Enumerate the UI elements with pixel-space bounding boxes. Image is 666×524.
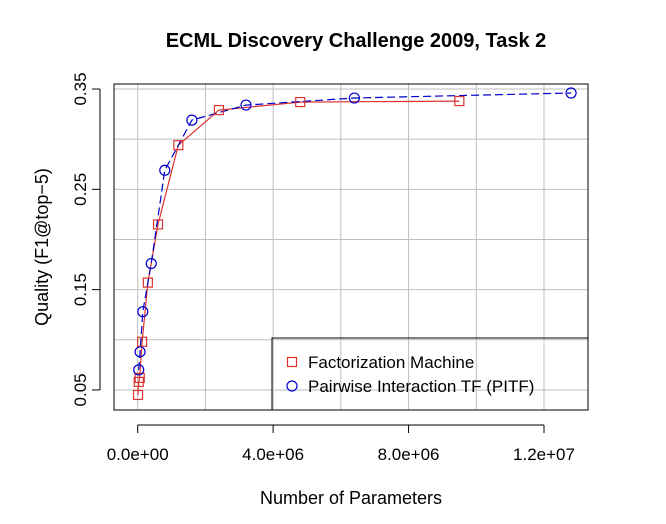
data-point-fm <box>132 389 144 401</box>
legend-marker-fm <box>286 356 298 368</box>
grid <box>114 84 588 410</box>
chart-title: ECML Discovery Challenge 2009, Task 2 <box>166 30 547 52</box>
legend-label-pitf: Pairwise Interaction TF (PITF) <box>308 377 534 396</box>
data-point-fm <box>137 336 148 347</box>
data-point-pitf <box>137 306 149 318</box>
data-point-fm <box>295 96 306 108</box>
data-point-pitf <box>159 164 171 176</box>
x-tick-label: 8.0e+06 <box>378 445 440 464</box>
x-axis-label: Number of Parameters <box>260 488 442 508</box>
x-tick-label: 4.0e+06 <box>242 445 304 464</box>
legend-label-fm: Factorization Machine <box>308 353 474 372</box>
data-point-pitf <box>348 92 360 104</box>
data-point-pitf <box>240 99 252 111</box>
y-tick-label: 0.15 <box>71 273 90 306</box>
y-axis-label: Quality (F1@top−5) <box>32 168 52 326</box>
data-point-fm <box>142 277 153 288</box>
data-point-fm <box>213 104 225 116</box>
data-point-fm <box>134 372 145 384</box>
series-lines <box>137 92 572 396</box>
x-axis: 0.0e+00 4.0e+06 8.0e+06 1.2e+07 <box>107 424 575 464</box>
data-point-pitf <box>565 87 577 99</box>
y-tick-label: 0.25 <box>71 173 90 206</box>
data-point-fm <box>152 219 164 230</box>
data-point-pitf <box>186 114 198 126</box>
data-point-pitf <box>134 346 146 358</box>
data-point-pitf <box>133 364 145 376</box>
y-tick-label: 0.35 <box>71 72 90 105</box>
data-point-fm <box>173 140 184 151</box>
x-tick-label: 1.2e+07 <box>513 445 575 464</box>
series-points <box>132 87 577 401</box>
data-point-fm <box>454 95 465 107</box>
legend-marker-pitf <box>286 380 298 392</box>
y-axis: 0.05 0.15 0.25 0.35 <box>71 72 101 406</box>
y-tick-label: 0.05 <box>71 373 90 406</box>
series-line-fm <box>137 100 460 396</box>
x-tick-label: 0.0e+00 <box>107 445 169 464</box>
data-point-pitf <box>145 257 157 270</box>
legend: Factorization Machine Pairwise Interactio… <box>271 337 589 411</box>
legend-box <box>271 337 589 411</box>
series-line-pitf <box>138 92 572 370</box>
